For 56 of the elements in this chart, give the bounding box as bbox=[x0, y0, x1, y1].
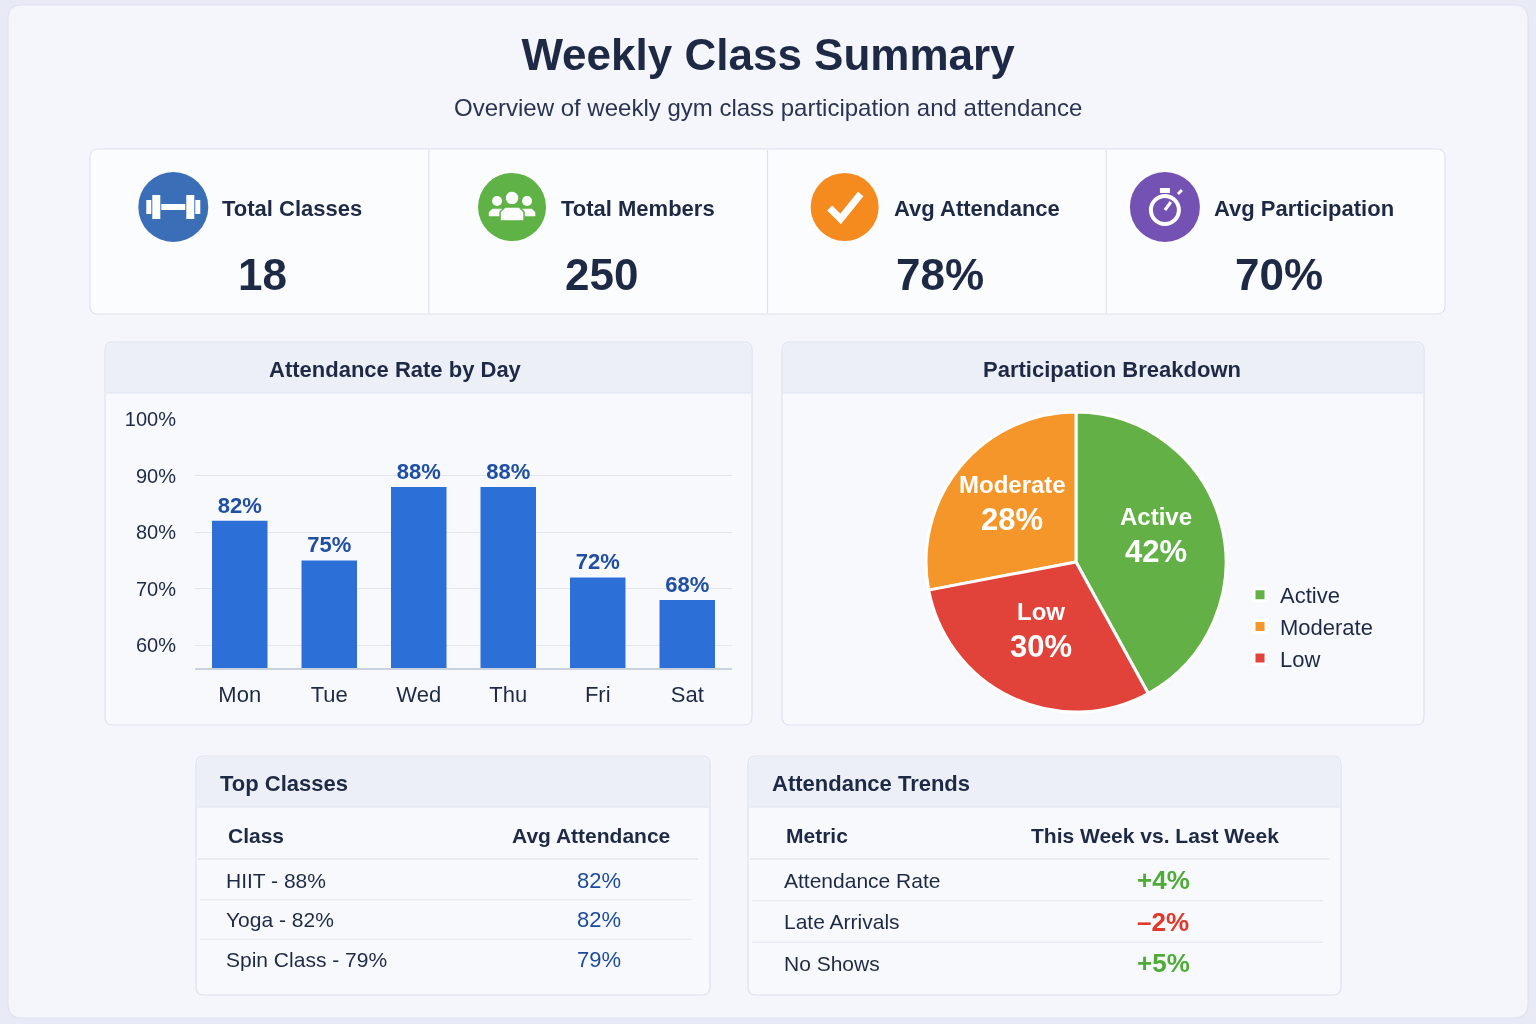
data-label: 88% bbox=[486, 458, 531, 484]
legend-label: Moderate bbox=[1280, 614, 1373, 640]
category-label: Avg Participation bbox=[1214, 196, 1395, 221]
data-label: 18 bbox=[238, 250, 287, 299]
category-label: HIIT - 88% bbox=[226, 869, 326, 892]
text: +4% bbox=[1137, 865, 1190, 895]
legend-label: Active bbox=[1280, 583, 1340, 609]
text: +5% bbox=[1137, 948, 1190, 978]
category-label: No Shows bbox=[784, 952, 880, 975]
category-label: Total Classes bbox=[222, 196, 363, 221]
x-tick-label: Wed bbox=[396, 682, 442, 708]
x-tick-label: Mon bbox=[218, 682, 262, 708]
y-tick-label: 60% bbox=[135, 634, 177, 657]
chart-title: Participation Breakdown bbox=[983, 357, 1241, 382]
x-tick-label: Fri bbox=[584, 682, 611, 708]
data-label: 70% bbox=[1235, 250, 1324, 299]
y-tick-label: 70% bbox=[135, 577, 177, 600]
category-label: Spin Class - 79% bbox=[226, 948, 388, 971]
text: Top Classes bbox=[220, 771, 348, 796]
text: 82% bbox=[577, 868, 622, 893]
data-label: 82% bbox=[217, 492, 262, 518]
data-label: 75% bbox=[307, 532, 352, 558]
slice-label: Low bbox=[1017, 598, 1066, 625]
text: This Week vs. Last Week bbox=[1031, 824, 1280, 847]
x-tick-label: Thu bbox=[489, 682, 528, 708]
data-label: 68% bbox=[665, 572, 710, 598]
data-label: 78% bbox=[896, 250, 985, 299]
data-label: 30% bbox=[1010, 629, 1073, 664]
text: Class bbox=[228, 824, 285, 847]
data-label: 42% bbox=[1125, 534, 1188, 569]
category-label: Late Arrivals bbox=[784, 910, 900, 933]
text: 79% bbox=[577, 947, 622, 972]
x-tick-label: Tue bbox=[310, 682, 348, 708]
text: Avg Attendance bbox=[512, 824, 671, 847]
category-label: Attendance Rate bbox=[784, 869, 941, 892]
legend-label: Low bbox=[1280, 646, 1321, 672]
category-label: Yoga - 82% bbox=[226, 908, 334, 931]
data-label: 88% bbox=[396, 458, 441, 484]
chart-title: Attendance Rate by Day bbox=[269, 357, 522, 382]
y-tick-label: 80% bbox=[135, 521, 177, 544]
y-tick-label: 90% bbox=[135, 464, 177, 487]
text: 82% bbox=[577, 907, 622, 932]
slice-label: Moderate bbox=[959, 471, 1066, 498]
y-tick-label: 100% bbox=[124, 408, 177, 430]
data-label: 72% bbox=[575, 549, 620, 575]
text: Metric bbox=[786, 824, 849, 847]
x-tick-label: Sat bbox=[670, 682, 704, 708]
text: Weekly Class Summary bbox=[521, 30, 1016, 80]
text: –2% bbox=[1137, 907, 1190, 937]
category-label: Avg Attendance bbox=[894, 196, 1060, 221]
text: Overview of weekly gym class participation and attendance bbox=[454, 94, 1083, 121]
slice-label: Active bbox=[1120, 503, 1193, 530]
text: Attendance Trends bbox=[772, 771, 971, 796]
data-label: 250 bbox=[565, 250, 639, 299]
data-label: 28% bbox=[981, 502, 1044, 537]
category-label: Total Members bbox=[561, 196, 715, 221]
